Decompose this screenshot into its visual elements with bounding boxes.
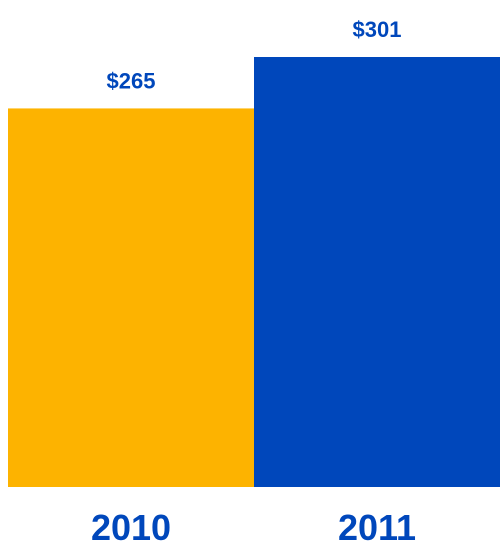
x-tick-label-2010: 2010: [91, 507, 171, 548]
data-label-2010: $265: [107, 68, 156, 93]
x-tick-label-2011: 2011: [338, 507, 416, 548]
bar-2010: [8, 108, 254, 487]
bar-2011: [254, 57, 500, 487]
data-label-2011: $301: [353, 17, 402, 42]
